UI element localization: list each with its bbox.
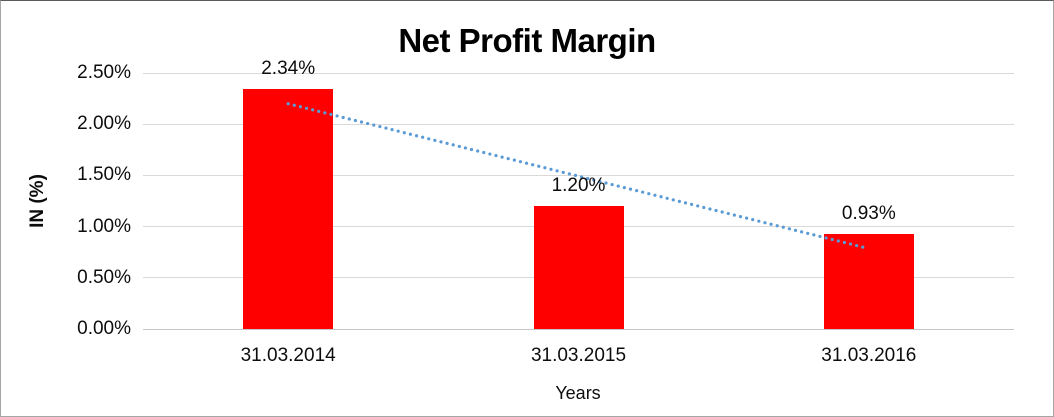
bar-31.03.2016 [823,233,914,329]
data-label: 2.34% [261,58,316,80]
y-axis-title: IN (%) [27,174,48,228]
data-label: 0.93% [841,202,896,224]
x-axis-title: Years [555,383,601,403]
y-tick-label: 0.00% [77,318,131,339]
data-label: 1.20% [551,175,606,197]
y-tick-label: 1.00% [77,215,131,237]
y-tick-label: 0.50% [77,266,131,288]
x-category-label: 31.03.2016 [821,345,917,366]
bar-31.03.2015 [533,206,624,329]
x-axis-line [143,328,1014,330]
x-category-label: 31.03.2015 [530,345,627,366]
y-tick-label: 2.50% [77,62,131,83]
bar-31.03.2014 [243,89,334,329]
x-category-label: 31.03.2014 [240,345,336,366]
gridline [143,72,1014,74]
y-tick-label: 2.00% [77,113,131,135]
chart-title: Net Profit Margin [398,22,656,59]
y-tick-label: 1.50% [77,164,131,186]
